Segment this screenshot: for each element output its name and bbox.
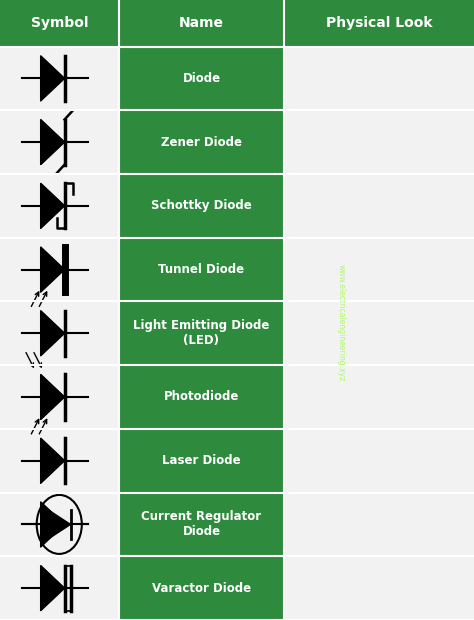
Text: Zener Diode: Zener Diode — [161, 136, 242, 149]
Polygon shape — [41, 184, 64, 228]
Bar — [284, 429, 474, 492]
Bar — [284, 110, 474, 174]
Bar — [0, 301, 118, 365]
Bar — [118, 174, 284, 237]
Bar — [0, 46, 118, 110]
Bar — [118, 301, 284, 365]
Bar — [284, 174, 474, 237]
Bar — [118, 429, 284, 492]
Bar — [118, 237, 284, 301]
Polygon shape — [41, 311, 64, 356]
Bar — [0, 365, 118, 429]
Bar — [284, 301, 474, 365]
Bar — [118, 365, 284, 429]
Text: Name: Name — [179, 16, 224, 30]
Bar — [118, 46, 284, 110]
Bar — [284, 556, 474, 620]
Text: Schottky Diode: Schottky Diode — [151, 199, 252, 212]
Polygon shape — [41, 502, 64, 547]
Text: Photodiode: Photodiode — [164, 391, 239, 404]
Bar — [284, 365, 474, 429]
Text: Physical Look: Physical Look — [326, 16, 432, 30]
Polygon shape — [41, 120, 64, 165]
Bar — [0, 556, 118, 620]
Bar — [284, 492, 474, 556]
Text: Light Emitting Diode
(LED): Light Emitting Diode (LED) — [133, 319, 270, 347]
Bar — [0, 0, 118, 46]
Bar — [118, 0, 284, 46]
Bar — [284, 237, 474, 301]
Polygon shape — [48, 510, 71, 539]
Polygon shape — [41, 374, 64, 420]
Bar — [0, 492, 118, 556]
Bar — [284, 0, 474, 46]
Text: www.electricalengineering.xyz: www.electricalengineering.xyz — [337, 264, 346, 381]
Polygon shape — [41, 56, 64, 101]
Bar — [0, 429, 118, 492]
Bar — [0, 237, 118, 301]
Bar — [0, 174, 118, 237]
Bar — [0, 110, 118, 174]
Bar — [118, 110, 284, 174]
Bar — [284, 46, 474, 110]
Text: Varactor Diode: Varactor Diode — [152, 582, 251, 595]
Polygon shape — [41, 247, 64, 292]
Text: Diode: Diode — [182, 72, 220, 85]
Polygon shape — [41, 438, 64, 483]
Text: Laser Diode: Laser Diode — [162, 454, 241, 467]
Text: Symbol: Symbol — [30, 16, 88, 30]
Bar — [118, 492, 284, 556]
Polygon shape — [41, 565, 64, 611]
Bar — [118, 556, 284, 620]
Text: Current Regulator
Diode: Current Regulator Diode — [141, 510, 262, 538]
Text: Tunnel Diode: Tunnel Diode — [158, 263, 245, 276]
